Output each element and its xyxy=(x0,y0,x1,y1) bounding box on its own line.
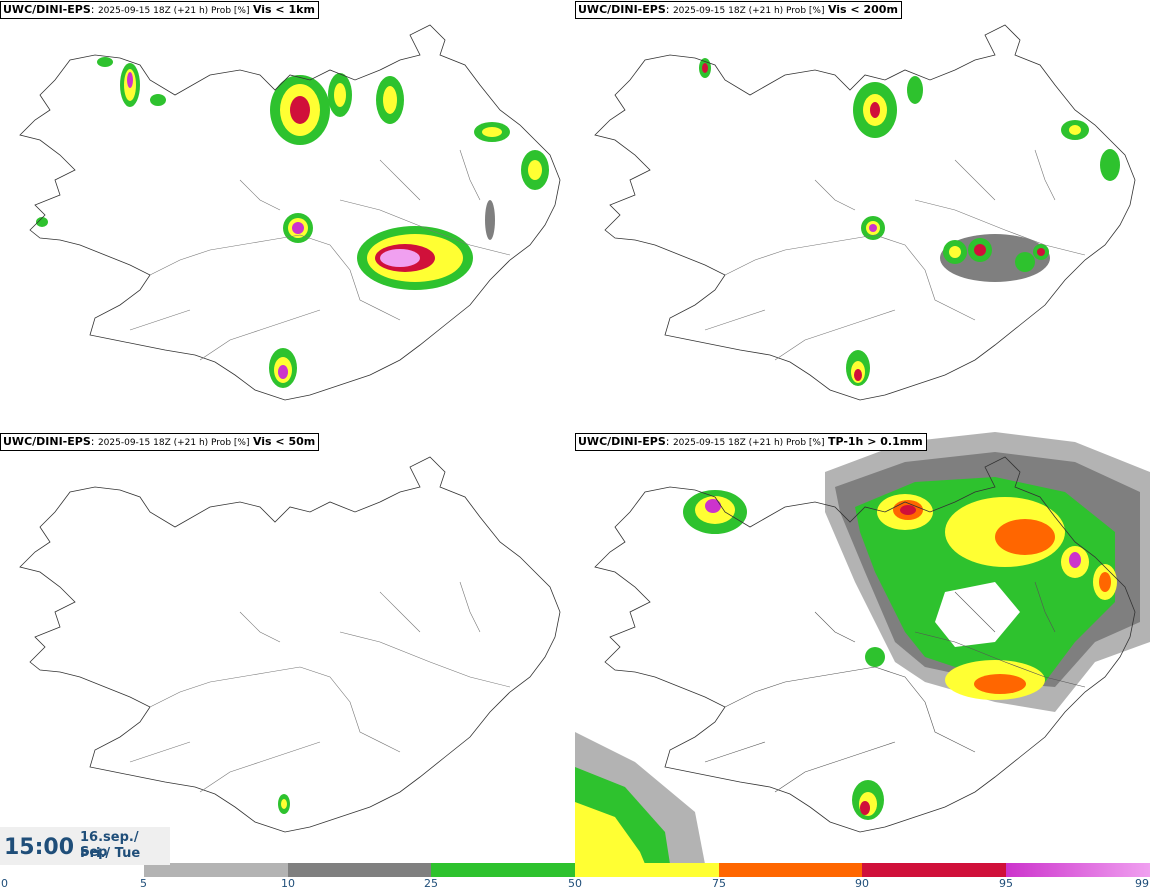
valid-date: 16.sep./ Sep xyxy=(80,830,139,860)
map-panel-vis-50m: UWC/DINI-EPS: 2025-09-15 18Z (+21 h) Pro… xyxy=(0,432,575,864)
colorbar-segment xyxy=(719,863,862,877)
iceland-coastline xyxy=(19,456,561,833)
colorbar-segment xyxy=(862,863,1006,877)
colorbar-tick: 99 xyxy=(1135,877,1149,890)
colorbar-tick: 75 xyxy=(712,877,726,890)
probability-fields xyxy=(699,58,1120,386)
valid-time-clock: 15:00 xyxy=(4,835,75,860)
colorbar-tick: 10 xyxy=(281,877,295,890)
colorbar-tick: 25 xyxy=(424,877,438,890)
colorbar-segment xyxy=(431,863,575,877)
map-panel-vis-1km: UWC/DINI-EPS: 2025-09-15 18Z (+21 h) Pro… xyxy=(0,0,575,432)
iceland-coastline xyxy=(19,24,561,401)
colorbar-tick: 50 xyxy=(568,877,582,890)
probability-fields xyxy=(278,794,290,814)
colorbar-segment xyxy=(144,863,288,877)
map-panel-precip: UWC/DINI-EPS: 2025-09-15 18Z (+21 h) Pro… xyxy=(575,432,1150,864)
colorbar-segment xyxy=(0,863,144,877)
map-panel-vis-200m: UWC/DINI-EPS: 2025-09-15 18Z (+21 h) Pro… xyxy=(575,0,1150,432)
colorbar-segment xyxy=(1006,863,1150,877)
iceland-coastline xyxy=(594,456,1136,833)
iceland-map xyxy=(19,24,561,401)
valid-time-box: 15:00 16.sep./ Sep Þri./ Tue xyxy=(0,827,170,865)
panel-title: UWC/DINI-EPS: 2025-09-15 18Z (+21 h) Pro… xyxy=(0,1,319,19)
panel-title: UWC/DINI-EPS: 2025-09-15 18Z (+21 h) Pro… xyxy=(575,1,902,19)
iceland-coastline xyxy=(594,24,1136,401)
valid-weekday: Þri./ Tue xyxy=(80,846,141,861)
colorbar-tick: 95 xyxy=(999,877,1013,890)
iceland-map xyxy=(19,456,561,833)
colorbar-segment xyxy=(575,863,719,877)
probability-fields xyxy=(575,432,1150,864)
iceland-map xyxy=(594,24,1136,401)
panel-title: UWC/DINI-EPS: 2025-09-15 18Z (+21 h) Pro… xyxy=(575,433,927,451)
colorbar-tick: 0 xyxy=(1,877,8,890)
probability-fields xyxy=(36,57,549,388)
iceland-map xyxy=(575,432,1150,864)
colorbar-tick: 5 xyxy=(140,877,147,890)
colorbar-tick: 90 xyxy=(855,877,869,890)
panel-title: UWC/DINI-EPS: 2025-09-15 18Z (+21 h) Pro… xyxy=(0,433,320,451)
colorbar-segment xyxy=(288,863,431,877)
